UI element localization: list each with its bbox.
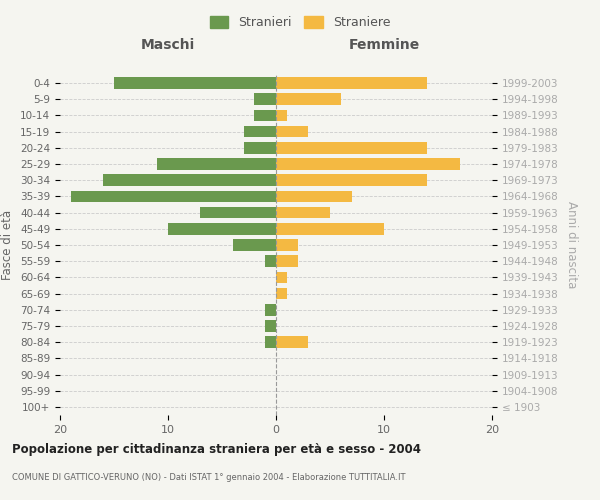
Bar [168,223,276,234]
Bar [265,320,276,332]
Bar [276,207,330,218]
Bar [103,174,276,186]
Bar [265,336,276,348]
Bar [254,110,276,122]
Bar [265,256,276,267]
Bar [276,158,460,170]
Bar [157,158,276,170]
Bar [276,272,287,283]
Bar [114,78,276,89]
Legend: Stranieri, Straniere: Stranieri, Straniere [205,11,395,34]
Bar [265,304,276,316]
Text: Popolazione per cittadinanza straniera per età e sesso - 2004: Popolazione per cittadinanza straniera p… [12,442,421,456]
Bar [254,94,276,105]
Y-axis label: Anni di nascita: Anni di nascita [565,202,578,288]
Bar [71,190,276,202]
Bar [200,207,276,218]
Bar [276,190,352,202]
Bar [276,256,298,267]
Bar [276,174,427,186]
Text: COMUNE DI GATTICO-VERUNO (NO) - Dati ISTAT 1° gennaio 2004 - Elaborazione TUTTIT: COMUNE DI GATTICO-VERUNO (NO) - Dati IST… [12,472,406,482]
Bar [276,94,341,105]
Bar [244,126,276,138]
Bar [276,142,427,154]
Y-axis label: Fasce di età: Fasce di età [1,210,14,280]
Bar [276,110,287,122]
Text: Maschi: Maschi [141,38,195,52]
Bar [233,239,276,251]
Bar [276,288,287,300]
Bar [276,223,384,234]
Bar [276,336,308,348]
Text: Femmine: Femmine [349,38,419,52]
Bar [244,142,276,154]
Bar [276,239,298,251]
Bar [276,126,308,138]
Bar [276,78,427,89]
